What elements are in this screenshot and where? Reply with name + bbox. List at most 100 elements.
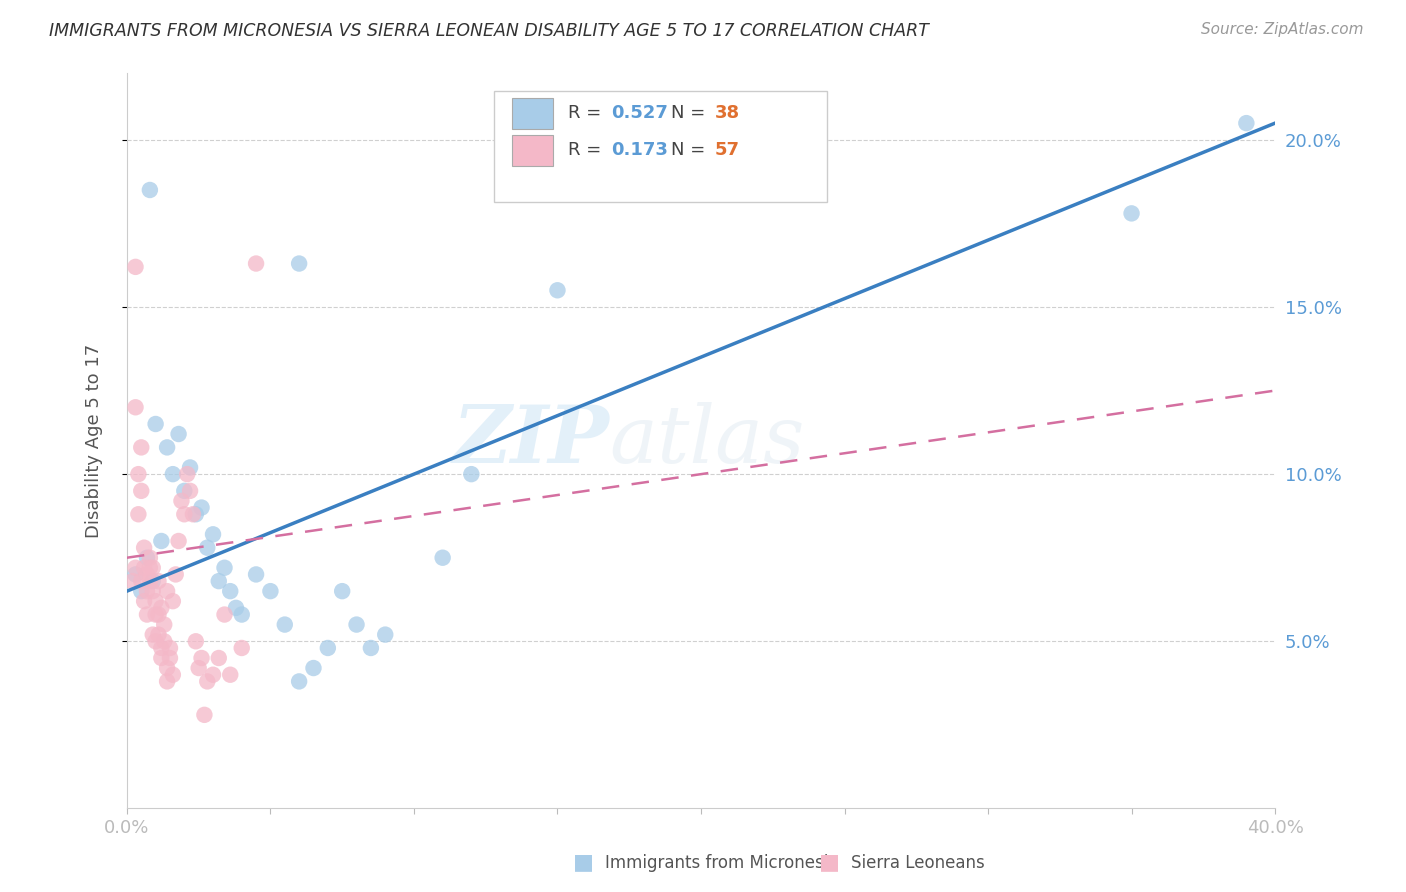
- Text: R =: R =: [568, 104, 607, 122]
- Point: [259, 584, 281, 599]
- Point: [202, 667, 225, 681]
- Point: [139, 560, 162, 574]
- Point: [1234, 116, 1257, 130]
- Point: [150, 640, 173, 655]
- Point: [129, 441, 152, 455]
- Text: R =: R =: [568, 141, 607, 159]
- Point: [145, 607, 167, 622]
- Point: [184, 508, 207, 522]
- Point: [208, 651, 231, 665]
- Point: [124, 560, 146, 574]
- Point: [156, 441, 179, 455]
- Text: Sierra Leoneans: Sierra Leoneans: [851, 855, 984, 872]
- Text: ■: ■: [820, 853, 839, 872]
- Point: [156, 584, 179, 599]
- Point: [190, 500, 212, 515]
- Point: [214, 607, 236, 622]
- Point: [136, 607, 159, 622]
- Point: [165, 567, 187, 582]
- Point: [214, 560, 236, 574]
- Point: [145, 417, 167, 431]
- Point: [432, 550, 454, 565]
- Point: [127, 467, 149, 482]
- Point: [245, 567, 267, 582]
- Point: [219, 584, 242, 599]
- Text: N =: N =: [671, 141, 711, 159]
- Point: [181, 508, 204, 522]
- Point: [804, 166, 827, 180]
- Point: [1121, 206, 1143, 220]
- Point: [142, 560, 165, 574]
- FancyBboxPatch shape: [512, 135, 553, 166]
- Point: [150, 600, 173, 615]
- Point: [187, 661, 209, 675]
- Text: Immigrants from Micronesia: Immigrants from Micronesia: [605, 855, 838, 872]
- Point: [231, 640, 253, 655]
- Point: [173, 508, 195, 522]
- Point: [134, 594, 156, 608]
- Point: [124, 260, 146, 274]
- Point: [162, 594, 184, 608]
- Point: [145, 594, 167, 608]
- Point: [148, 627, 170, 641]
- Point: [302, 661, 325, 675]
- Point: [288, 674, 311, 689]
- Point: [184, 634, 207, 648]
- Text: 0.527: 0.527: [612, 104, 668, 122]
- Point: [148, 574, 170, 588]
- Point: [173, 483, 195, 498]
- Point: [245, 256, 267, 270]
- Point: [179, 460, 201, 475]
- Point: [124, 401, 146, 415]
- Point: [190, 651, 212, 665]
- Point: [139, 183, 162, 197]
- Text: 0.173: 0.173: [612, 141, 668, 159]
- Point: [330, 584, 353, 599]
- Point: [288, 256, 311, 270]
- Point: [170, 494, 193, 508]
- Point: [156, 674, 179, 689]
- Point: [156, 661, 179, 675]
- Point: [148, 607, 170, 622]
- Point: [167, 427, 190, 442]
- Point: [167, 534, 190, 549]
- Point: [142, 627, 165, 641]
- Point: [219, 667, 242, 681]
- Point: [142, 574, 165, 588]
- Point: [208, 574, 231, 588]
- Text: ■: ■: [574, 853, 593, 872]
- Text: N =: N =: [671, 104, 711, 122]
- Text: Source: ZipAtlas.com: Source: ZipAtlas.com: [1201, 22, 1364, 37]
- Point: [145, 634, 167, 648]
- Text: atlas: atlas: [609, 402, 804, 480]
- Point: [202, 527, 225, 541]
- Point: [195, 674, 218, 689]
- Y-axis label: Disability Age 5 to 17: Disability Age 5 to 17: [86, 343, 103, 538]
- Point: [136, 584, 159, 599]
- Point: [136, 567, 159, 582]
- Point: [460, 467, 482, 482]
- Point: [162, 467, 184, 482]
- Point: [193, 707, 215, 722]
- Text: ZIP: ZIP: [453, 402, 609, 480]
- Text: IMMIGRANTS FROM MICRONESIA VS SIERRA LEONEAN DISABILITY AGE 5 TO 17 CORRELATION : IMMIGRANTS FROM MICRONESIA VS SIERRA LEO…: [49, 22, 929, 40]
- Point: [316, 640, 339, 655]
- Point: [162, 667, 184, 681]
- Point: [129, 584, 152, 599]
- Point: [225, 600, 247, 615]
- Point: [121, 574, 143, 588]
- FancyBboxPatch shape: [512, 98, 553, 128]
- Point: [139, 574, 162, 588]
- Point: [129, 574, 152, 588]
- Point: [546, 283, 568, 297]
- Text: 57: 57: [714, 141, 740, 159]
- Point: [159, 640, 181, 655]
- Point: [179, 483, 201, 498]
- Point: [142, 584, 165, 599]
- Point: [153, 634, 176, 648]
- Point: [274, 617, 297, 632]
- Point: [374, 627, 396, 641]
- Point: [127, 508, 149, 522]
- Point: [124, 567, 146, 582]
- Point: [176, 467, 198, 482]
